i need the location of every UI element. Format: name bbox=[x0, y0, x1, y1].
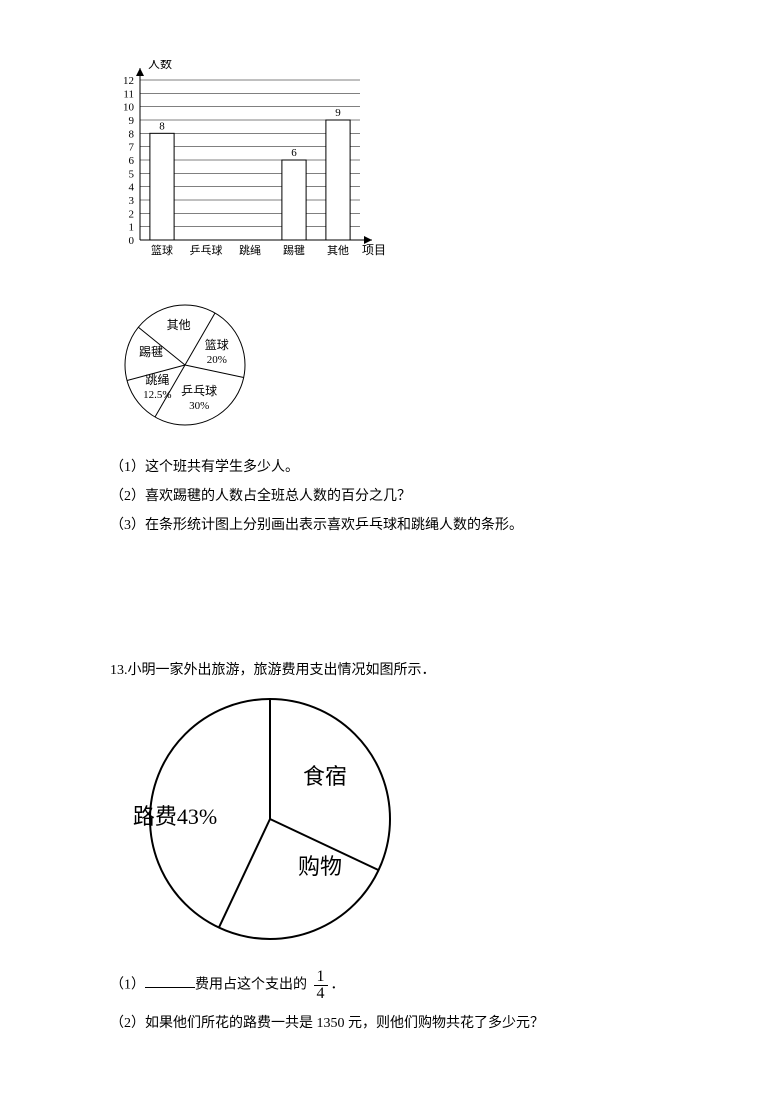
svg-text:20%: 20% bbox=[207, 354, 227, 366]
pie-chart-travel: 食宿购物 路费43% bbox=[130, 689, 670, 954]
bar-chart: 0123456789101112人数项目篮球8乒乓球跳绳踢毽6其他9 bbox=[110, 60, 670, 275]
svg-text:篮球: 篮球 bbox=[205, 337, 229, 352]
svg-text:5: 5 bbox=[129, 168, 135, 180]
svg-text:购物: 购物 bbox=[298, 854, 342, 879]
svg-text:7: 7 bbox=[129, 142, 135, 154]
svg-text:3: 3 bbox=[129, 195, 135, 207]
svg-text:其他: 其他 bbox=[167, 318, 191, 332]
svg-text:2: 2 bbox=[129, 208, 135, 220]
svg-text:11: 11 bbox=[123, 88, 134, 100]
q12-1: （1）这个班共有学生多少人。 bbox=[110, 455, 670, 480]
q13-header: 13.小明一家外出旅游，旅游费用支出情况如图所示． bbox=[110, 659, 670, 679]
svg-text:12: 12 bbox=[123, 75, 134, 87]
svg-text:6: 6 bbox=[291, 147, 297, 159]
svg-text:0: 0 bbox=[129, 235, 135, 247]
svg-text:乒乓球: 乒乓球 bbox=[181, 384, 217, 398]
svg-text:跳绳: 跳绳 bbox=[239, 243, 261, 257]
svg-text:其他: 其他 bbox=[327, 244, 349, 257]
svg-text:1: 1 bbox=[129, 222, 135, 234]
svg-text:项目: 项目 bbox=[362, 243, 386, 257]
svg-text:30%: 30% bbox=[189, 400, 209, 412]
svg-text:10: 10 bbox=[123, 102, 135, 114]
svg-text:乒乓球: 乒乓球 bbox=[190, 243, 223, 257]
svg-text:路费43%: 路费43% bbox=[133, 804, 217, 829]
svg-text:9: 9 bbox=[129, 115, 135, 127]
svg-text:踢毽: 踢毽 bbox=[139, 345, 163, 359]
q13-sub1-a: （1） bbox=[110, 977, 145, 992]
svg-text:4: 4 bbox=[129, 182, 135, 194]
question-12-list: （1）这个班共有学生多少人。 （2）喜欢踢毽的人数占全班总人数的百分之几？ （3… bbox=[110, 455, 670, 539]
bar-chart-svg: 0123456789101112人数项目篮球8乒乓球跳绳踢毽6其他9 bbox=[110, 60, 390, 270]
svg-text:篮球: 篮球 bbox=[151, 243, 173, 257]
q13-sub2: （2）如果他们所花的路费一共是 1350 元，则他们购物共花了多少元？ bbox=[110, 1010, 670, 1038]
pie-chart-sports-svg: 篮球 20% 乒乓球 30% 跳绳 12.5% 踢毽其他 bbox=[110, 295, 270, 435]
pie-chart-sports: 篮球 20% 乒乓球 30% 跳绳 12.5% 踢毽其他 bbox=[110, 295, 670, 440]
fraction-num: 1 bbox=[314, 969, 328, 986]
svg-text:8: 8 bbox=[129, 128, 135, 140]
svg-text:踢毽: 踢毽 bbox=[283, 243, 305, 257]
pie-chart-travel-svg: 食宿购物 路费43% bbox=[130, 689, 410, 949]
fraction-1-4: 1 4 bbox=[314, 969, 328, 1002]
svg-text:6: 6 bbox=[129, 155, 135, 167]
q12-2: （2）喜欢踢毽的人数占全班总人数的百分之几？ bbox=[110, 484, 670, 509]
q13-sub1-b: 费用占这个支出的 bbox=[195, 977, 307, 992]
svg-text:跳绳: 跳绳 bbox=[145, 373, 169, 387]
svg-text:食宿: 食宿 bbox=[303, 764, 347, 789]
q13-blank bbox=[145, 974, 195, 988]
fraction-den: 4 bbox=[314, 986, 328, 1002]
q12-3: （3）在条形统计图上分别画出表示喜欢乒乓球和跳绳人数的条形。 bbox=[110, 513, 670, 538]
svg-text:8: 8 bbox=[159, 120, 165, 132]
q13-sub1: （1） 费用占这个支出的 1 4 ． bbox=[110, 969, 670, 1002]
svg-text:12.5%: 12.5% bbox=[143, 389, 171, 401]
q13-sub1-c: ． bbox=[331, 977, 345, 992]
svg-text:9: 9 bbox=[335, 107, 341, 119]
svg-text:人数: 人数 bbox=[148, 60, 172, 71]
